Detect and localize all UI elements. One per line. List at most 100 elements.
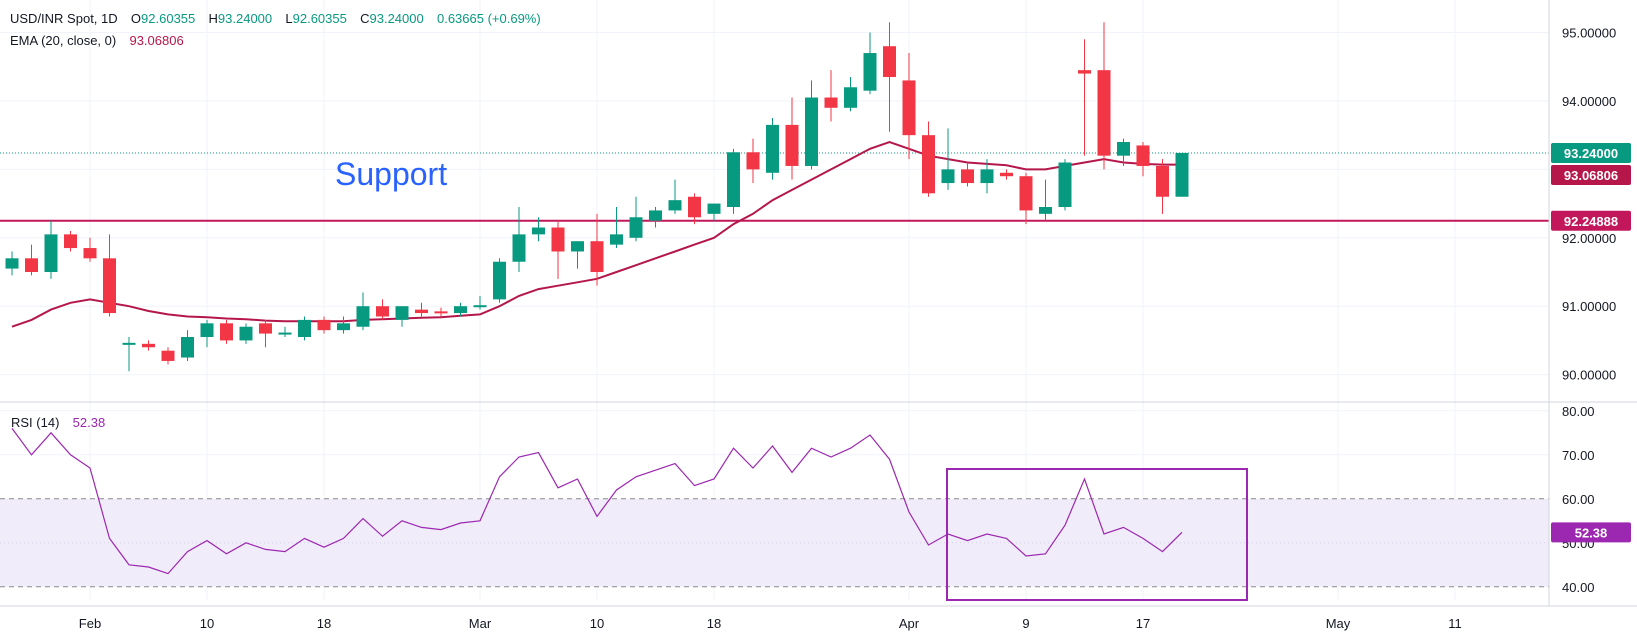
candle-body — [395, 306, 409, 320]
ema-label[interactable]: EMA (20, close, 0) — [10, 33, 117, 48]
rsi-band — [0, 498, 1549, 587]
support-annotation: Support — [335, 156, 447, 192]
time-tick-label: 17 — [1136, 616, 1150, 631]
open-value: 92.60355 — [141, 11, 196, 26]
ema-badge: 93.06806 — [1551, 164, 1631, 185]
candle-body — [629, 217, 643, 238]
candle-body — [571, 241, 584, 252]
candle-body — [688, 196, 701, 218]
candle-body — [415, 309, 428, 314]
time-tick-label: Apr — [899, 616, 920, 631]
candle-body — [434, 311, 448, 314]
last-price-badge-bg — [1551, 142, 1631, 163]
price-tick-label: 91.00000 — [1562, 299, 1616, 314]
ema-badge-text: 93.06806 — [1564, 168, 1618, 183]
candle-body — [941, 169, 955, 184]
ema-badge-bg — [1551, 164, 1631, 185]
candle-body — [610, 234, 623, 245]
ema-value: 93.06806 — [129, 33, 184, 48]
support-badge-bg — [1551, 210, 1631, 231]
time-tick-label: 9 — [1022, 616, 1029, 631]
candle-body — [805, 97, 818, 166]
candle-body — [298, 319, 311, 337]
candle-body — [356, 306, 370, 327]
price-tick-label: 92.00000 — [1562, 231, 1616, 246]
candle-body — [590, 241, 604, 272]
rsi-label[interactable]: RSI (14) — [11, 415, 60, 430]
price-tick-label: 94.00000 — [1562, 94, 1616, 109]
candle-body — [1058, 162, 1072, 207]
candle-body — [785, 124, 799, 166]
candle-body — [844, 87, 857, 108]
candle-body — [454, 306, 467, 314]
rsi-value: 52.38 — [72, 415, 106, 430]
candle-body — [103, 258, 116, 314]
candle-body — [1175, 152, 1189, 197]
candle-body — [259, 323, 272, 334]
last-price-badge-text: 93.24000 — [1564, 146, 1618, 161]
candle-body — [473, 305, 487, 308]
candle-body — [44, 234, 58, 272]
support-badge-text: 92.24888 — [1564, 214, 1618, 229]
support-badge: 92.24888 — [1551, 210, 1631, 231]
time-tick-label: 11 — [1448, 616, 1462, 631]
time-axis[interactable]: Feb 10 18 Mar 10 18 Apr 9 17 May 11 — [79, 616, 1462, 631]
symbol-title[interactable]: USD/INR Spot, 1D — [10, 11, 118, 26]
candle-body — [649, 210, 662, 221]
candle-body — [1156, 165, 1169, 197]
rsi-legend[interactable]: RSI (14) 52.38 — [11, 415, 105, 430]
candle-body — [1019, 176, 1033, 211]
time-tick-label: 18 — [317, 616, 331, 631]
candle-body — [1078, 70, 1091, 74]
rsi-band-lines — [0, 498, 1549, 588]
candle-body — [122, 342, 136, 345]
candle-body — [64, 234, 77, 249]
candle-body — [161, 350, 175, 361]
candle-body — [142, 343, 155, 348]
time-tick-label: May — [1326, 616, 1351, 631]
low-value: 92.60355 — [292, 11, 347, 26]
candle-body — [707, 203, 721, 214]
price-tick-label: 90.00000 — [1562, 368, 1616, 383]
low-label: L — [285, 11, 293, 26]
rsi-tick-label: 40.00 — [1562, 580, 1595, 595]
rsi-highlight-box — [946, 468, 1248, 601]
ema-legend[interactable]: EMA (20, close, 0) 93.06806 — [10, 33, 184, 48]
open-label: O — [130, 11, 142, 26]
candle-body — [278, 332, 292, 335]
candle-body — [980, 169, 994, 184]
rsi-badge: 52.38 — [1551, 522, 1631, 543]
time-tick-label: Mar — [469, 616, 492, 631]
price-axis[interactable]: 90.0000091.0000092.0000093.0000094.00000… — [1562, 26, 1616, 383]
candle-body — [1136, 145, 1150, 166]
rsi-tick-label: 80.00 — [1562, 404, 1595, 419]
price-gridlines — [0, 32, 1549, 376]
candle-body — [863, 53, 877, 91]
candle-body — [922, 135, 935, 194]
candle-body — [902, 80, 916, 136]
candle-body — [746, 152, 760, 170]
candle-body — [220, 323, 233, 341]
candle-body — [1039, 207, 1052, 214]
candle-body — [5, 258, 19, 269]
close-label: C — [360, 11, 370, 26]
candle-body — [493, 261, 506, 300]
candle-body — [961, 169, 974, 184]
candle-body — [532, 227, 545, 235]
high-label: H — [208, 11, 218, 26]
candle-body — [239, 326, 253, 341]
candle-body — [512, 234, 526, 262]
rsi-tick-label: 70.00 — [1562, 448, 1595, 463]
close-value: 93.24000 — [369, 11, 424, 26]
rsi-badge-text: 52.38 — [1575, 525, 1608, 540]
rsi-tick-label: 60.00 — [1562, 492, 1595, 507]
candle-body — [1117, 142, 1130, 156]
last-price-badge: 93.24000 — [1551, 142, 1631, 163]
price-tick-label: 95.00000 — [1562, 26, 1616, 41]
axis-badges: 93.24000 93.06806 92.24888 52.38 — [1551, 142, 1631, 543]
candle-body — [551, 227, 565, 252]
candle-body — [766, 124, 779, 173]
price-legend[interactable]: USD/INR Spot, 1D O92.60355 H93.24000 L92… — [10, 11, 541, 26]
candle-body — [883, 46, 896, 77]
